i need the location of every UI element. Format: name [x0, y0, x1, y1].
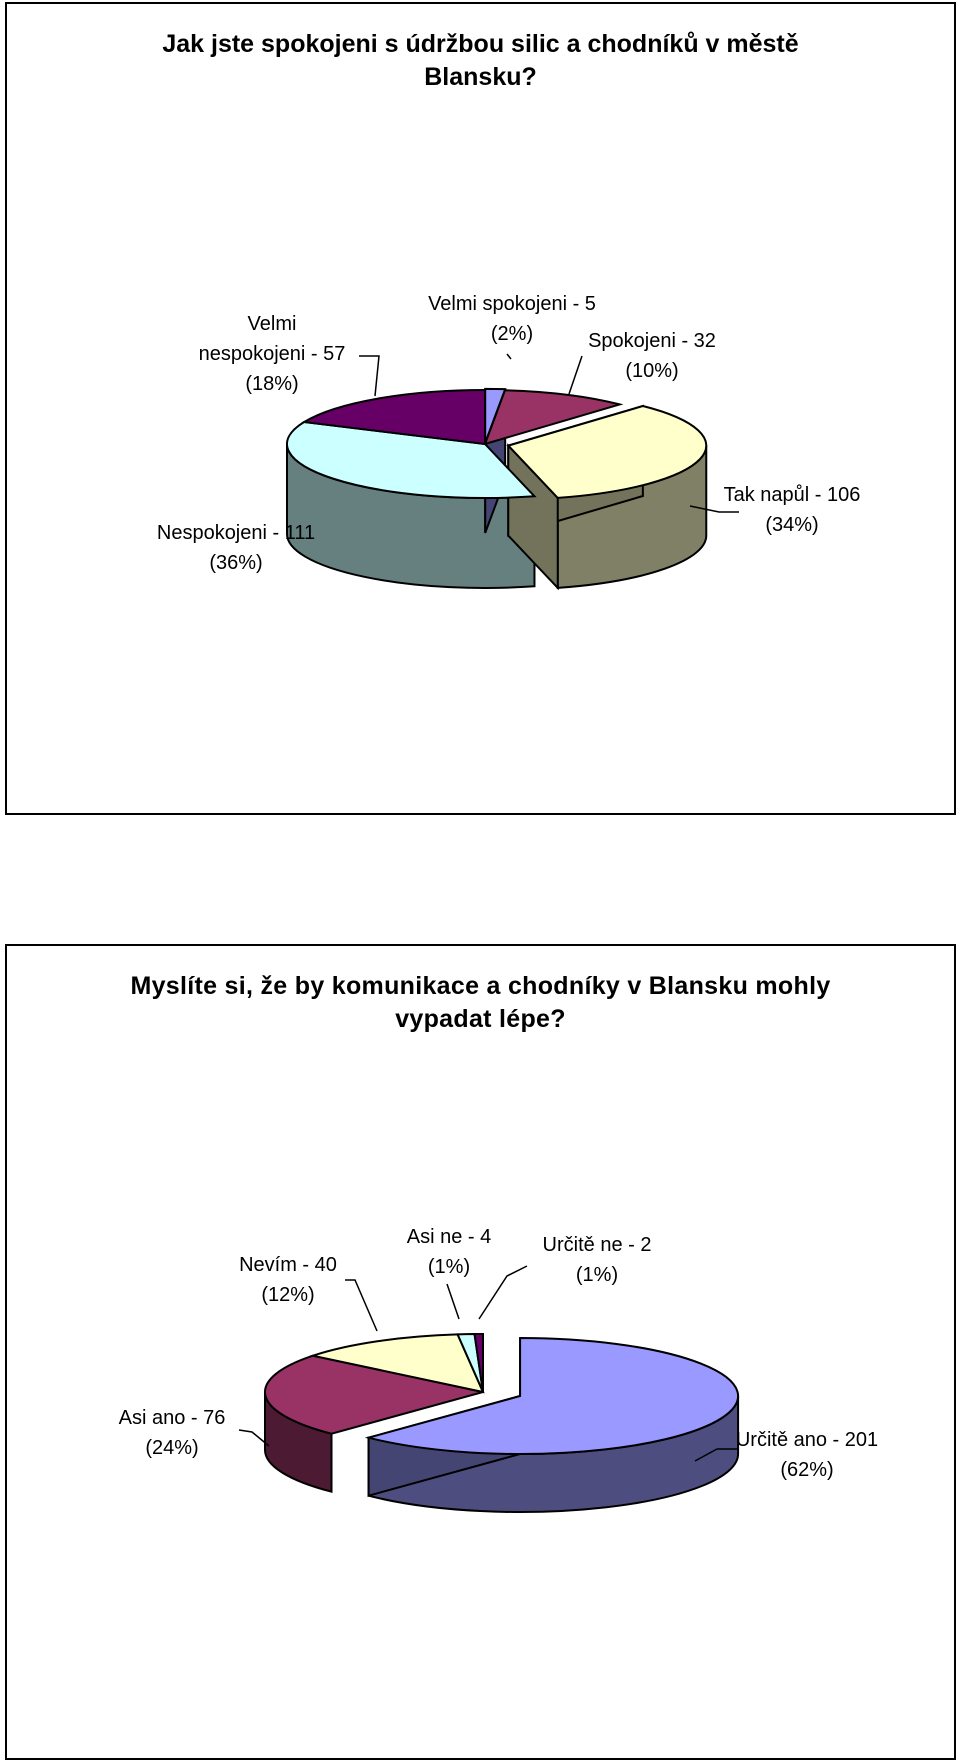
chart-1-label-nespokojeni-line-1: Nespokojeni - 111 — [157, 522, 315, 544]
chart-2-label-nevim-line-1: Nevím - 40 — [239, 1254, 337, 1276]
chart-1-slice-velmi-nespokojeni — [301, 388, 486, 446]
chart-2-label-asi-ne-line-1: Asi ne - 4 — [407, 1226, 491, 1248]
chart-1-label-velmi-spokojeni-line-1: Velmi spokojeni - 5 — [428, 293, 596, 315]
chart-1-title-line-1: Jak jste spokojeni s údržbou silic a cho… — [162, 30, 799, 58]
chart-1-top-faces — [286, 387, 708, 499]
chart-2-label-asi-ne: Asi ne - 4 (1%) — [407, 1226, 491, 1278]
chart-2-leader-urcite-ano — [694, 1448, 739, 1462]
chart-1-label-nespokojeni: Nespokojeni - 111 (36%) — [157, 522, 315, 574]
chart-2-label-urcite-ne: Určitě ne - 2 (1%) — [543, 1234, 652, 1286]
chart-2-leader-asi-ano — [238, 1429, 270, 1447]
chart-2-label-asi-ano: Asi ano - 76 (24%) — [119, 1407, 226, 1459]
chart-2-title-line-1: Myslíte si, že by komunikace a chodníky … — [130, 972, 831, 1000]
chart-2-label-nevim: Nevím - 40 (12%) — [239, 1254, 337, 1306]
chart-1-pie: Velmi spokojeni - 5 (2%) Spokojeni - 32 (10… — [157, 293, 861, 591]
chart-2-title-line-2: vypadat lépe? — [395, 1005, 566, 1033]
chart-2-frame: Myslíte si, že by komunikace a chodníky … — [5, 944, 956, 1760]
chart-2-leader-urcite-ne — [478, 1265, 528, 1320]
chart-1-leader-tak-napul — [689, 505, 739, 513]
chart-1-slice-spokojeni — [483, 389, 624, 446]
chart-2-label-urcite-ne-line-2: (1%) — [576, 1264, 618, 1286]
chart-2-pie: Určitě ano - 201 (62%) Asi ano - 76 (24%) Ne… — [119, 1226, 879, 1513]
chart-2-label-urcite-ne-line-1: Určitě ne - 2 — [543, 1234, 652, 1256]
chart-2-title: Myslíte si, že by komunikace a chodníky … — [7, 970, 954, 1036]
chart-1-label-tak-napul: Tak napůl - 106 (34%) — [724, 484, 861, 536]
chart-1-label-velmi-nespokojeni-line-2: nespokojeni - 57 — [199, 343, 346, 365]
chart-2-data-labels: Určitě ano - 201 (62%) Asi ano - 76 (24%) Ne… — [119, 1226, 879, 1481]
chart-2-slice-urcite-ne — [473, 1332, 484, 1393]
chart-1-label-spokojeni-line-1: Spokojeni - 32 — [588, 330, 716, 352]
chart-1-title-line-2: Blansku? — [424, 63, 537, 91]
chart-2-label-urcite-ano: Určitě ano - 201 (62%) — [736, 1429, 878, 1481]
chart-1-data-labels: Velmi spokojeni - 5 (2%) Spokojeni - 32 (10… — [157, 293, 861, 574]
chart-2-slice-asi-ano — [264, 1354, 484, 1435]
chart-1-leader-spokojeni — [568, 355, 583, 395]
chart-1-label-tak-napul-line-2: (34%) — [765, 514, 818, 536]
chart-1-leader-velmi-spokojeni — [506, 353, 512, 360]
chart-1-side-faces — [286, 443, 708, 589]
chart-1-label-velmi-nespokojeni-line-3: (18%) — [245, 373, 298, 395]
chart-1-title: Jak jste spokojeni s údržbou silic a cho… — [7, 28, 954, 94]
chart-1-frame: Jak jste spokojeni s údržbou silic a cho… — [5, 2, 956, 815]
chart-1-label-velmi-nespokojeni: Velmi nespokojeni - 57 (18%) — [199, 313, 346, 395]
chart-1-label-velmi-spokojeni-line-2: (2%) — [491, 323, 533, 345]
chart-2-label-asi-ne-line-2: (1%) — [428, 1256, 470, 1278]
chart-1-label-tak-napul-line-1: Tak napůl - 106 — [724, 484, 861, 506]
chart-2-leader-nevim — [345, 1279, 378, 1332]
chart-2-top-faces — [264, 1332, 740, 1455]
chart-2-label-urcite-ano-line-2: (62%) — [780, 1459, 833, 1481]
chart-1-leader-velmi-nespokojeni — [359, 355, 380, 397]
chart-2-label-nevim-line-2: (12%) — [261, 1284, 314, 1306]
chart-1-slice-nespokojeni — [286, 420, 537, 499]
chart-2-label-asi-ano-line-2: (24%) — [145, 1437, 198, 1459]
chart-1-label-spokojeni: Spokojeni - 32 (10%) — [588, 330, 716, 382]
chart-2-label-asi-ano-line-1: Asi ano - 76 — [119, 1407, 226, 1429]
chart-1-label-velmi-spokojeni: Velmi spokojeni - 5 (2%) — [428, 293, 596, 345]
chart-2-leader-asi-ne — [446, 1283, 460, 1320]
chart-2-slice-nevim — [309, 1333, 485, 1394]
chart-1-label-velmi-nespokojeni-line-1: Velmi — [248, 313, 297, 335]
chart-1-label-spokojeni-line-2: (10%) — [625, 360, 678, 382]
chart-2-label-urcite-ano-line-1: Určitě ano - 201 — [736, 1429, 878, 1451]
chart-1-slice-tak-napul — [506, 404, 708, 499]
chart-2-slice-urcite-ano — [364, 1336, 740, 1455]
chart-1-label-nespokojeni-line-2: (36%) — [209, 552, 262, 574]
